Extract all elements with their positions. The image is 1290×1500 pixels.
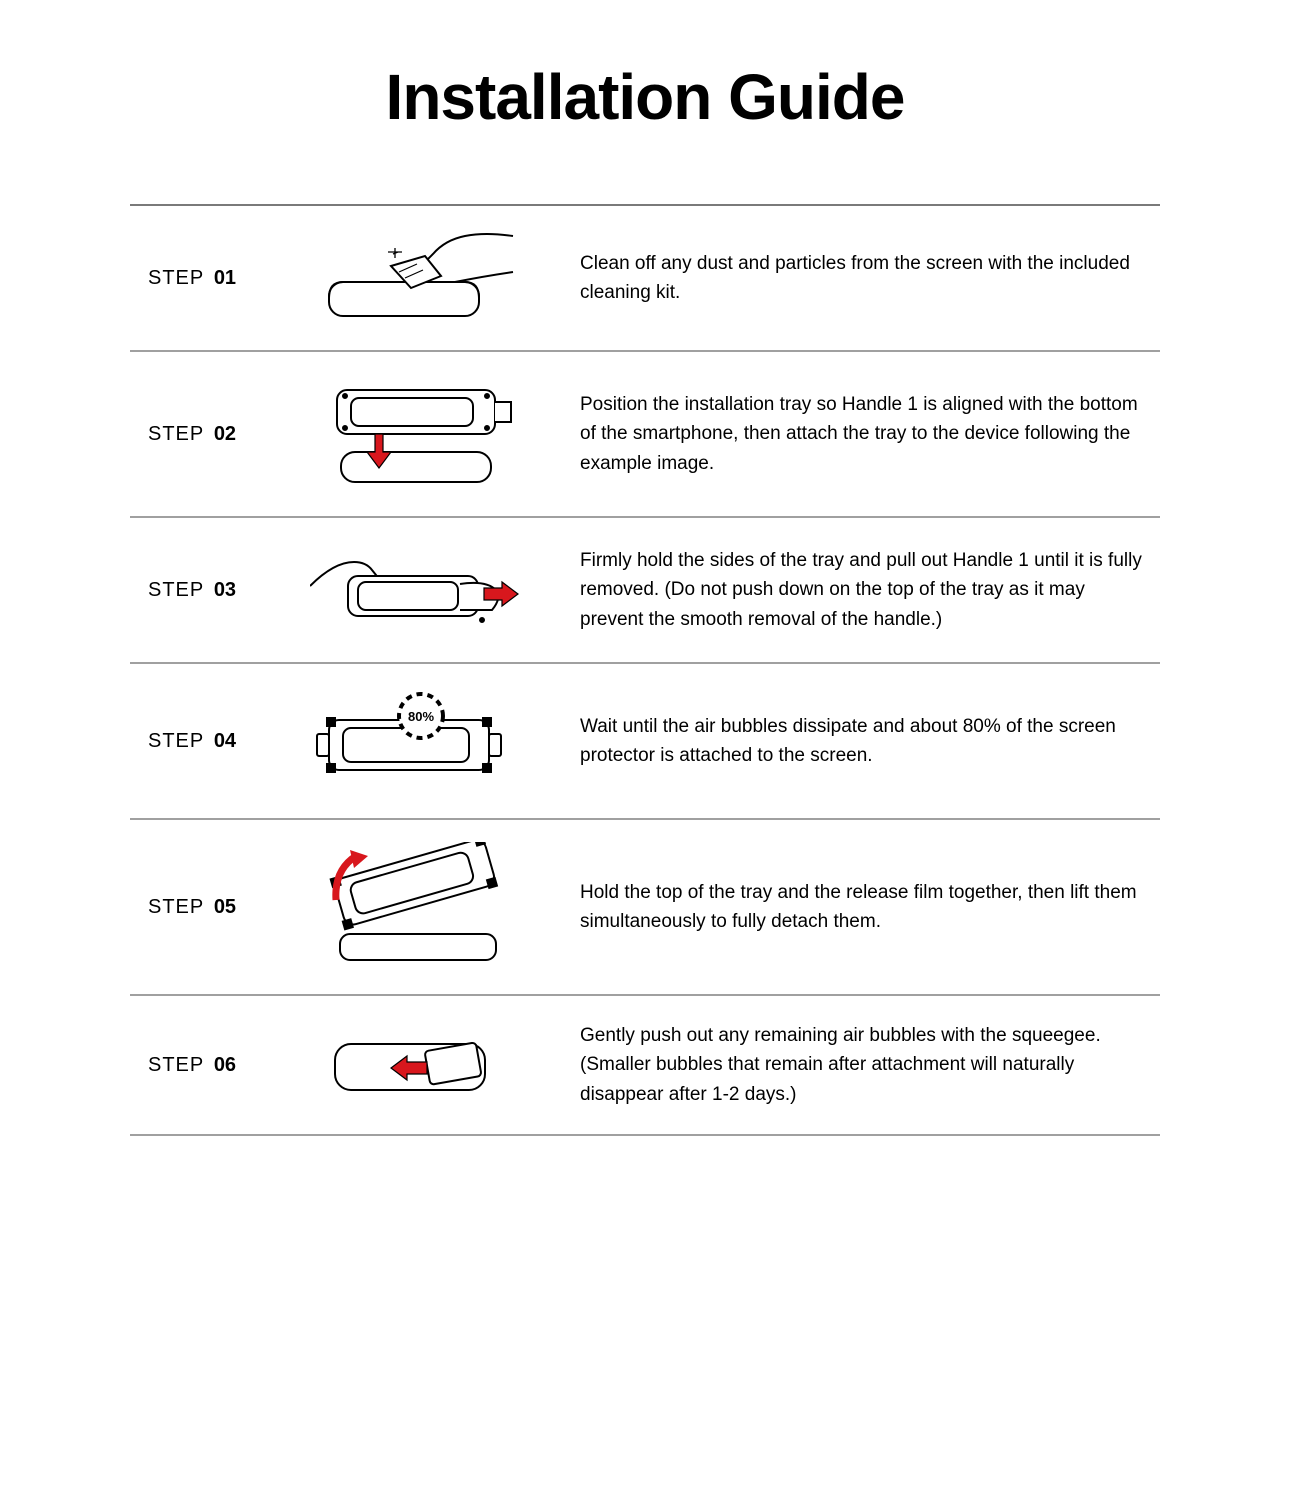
step-row: STEP 03 Firmly ho	[130, 518, 1160, 664]
step-illustration: 80%	[300, 686, 530, 796]
step-row: STEP 06 Gently push out any remaining	[130, 996, 1160, 1136]
step-label: STEP 03	[130, 579, 300, 602]
step-text: Position the installation tray so Handle…	[530, 390, 1160, 478]
step-label: STEP 02	[130, 423, 300, 446]
step-row: STEP 02	[130, 352, 1160, 518]
step-text: Firmly hold the sides of the tray and pu…	[530, 546, 1160, 634]
step-text: Hold the top of the tray and the release…	[530, 878, 1160, 937]
svg-text:80%: 80%	[408, 709, 434, 724]
step-label: STEP 06	[130, 1054, 300, 1077]
step-illustration	[300, 540, 530, 640]
progress-badge-icon: 80%	[399, 694, 443, 738]
step-text: Clean off any dust and particles from th…	[530, 249, 1160, 308]
step-illustration	[300, 228, 530, 328]
step-row: STEP 01 Clean off any dust and pa	[130, 206, 1160, 352]
step-label: STEP 04	[130, 730, 300, 753]
step-label: STEP 01	[130, 267, 300, 290]
steps-table: STEP 01 Clean off any dust and pa	[130, 204, 1160, 1136]
step-illustration	[300, 374, 530, 494]
page-title: Installation Guide	[130, 60, 1160, 134]
step-row: STEP 05	[130, 820, 1160, 996]
step-label: STEP 05	[130, 896, 300, 919]
step-text: Gently push out any remaining air bubble…	[530, 1021, 1160, 1109]
step-row: STEP 04 80	[130, 664, 1160, 820]
step-text: Wait until the air bubbles dissipate and…	[530, 712, 1160, 771]
step-illustration	[300, 842, 530, 972]
step-illustration	[300, 1020, 530, 1110]
